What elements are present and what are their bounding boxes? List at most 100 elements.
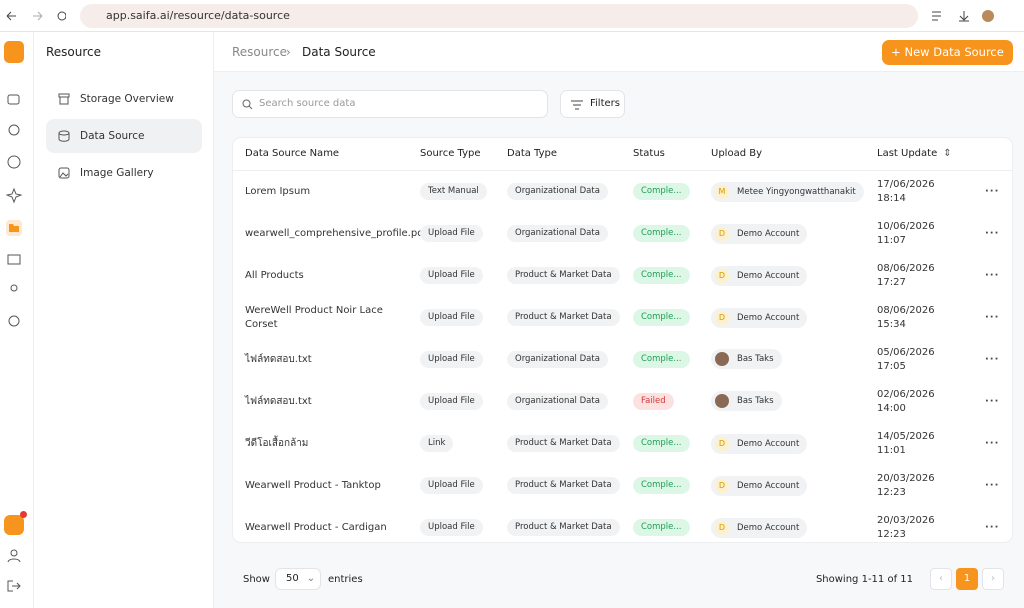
- status-pill: Comple...: [633, 435, 690, 452]
- cell: D Demo Account: [699, 213, 865, 255]
- table-row[interactable]: ไฟล์ทดสอบ.txt Upload File Organizational D…: [233, 339, 1012, 381]
- column-header: Data Source Name: [233, 138, 408, 171]
- row-menu[interactable]: ···: [985, 311, 1000, 323]
- uploader: Bas Taks: [711, 390, 782, 411]
- assistant-button[interactable]: [4, 515, 24, 535]
- avatar: D: [715, 520, 729, 535]
- search-input[interactable]: Search source data: [232, 90, 548, 118]
- cell: D Demo Account: [699, 423, 865, 465]
- cell: Comple...: [621, 507, 699, 543]
- column-header: Status: [621, 138, 699, 171]
- uploader: D Demo Account: [711, 433, 808, 454]
- cell: Comple...: [621, 213, 699, 255]
- uploader-name: Demo Account: [737, 228, 800, 239]
- filters-button[interactable]: Filters: [560, 90, 625, 118]
- row-menu[interactable]: ···: [985, 269, 1000, 281]
- table-row[interactable]: wearwell_comprehensive_profile.pdf Upload…: [233, 213, 1012, 255]
- last-update: 05/06/2026 17:05: [877, 346, 935, 372]
- cell: Upload File: [408, 255, 495, 297]
- source-type-pill: Text Manual: [420, 183, 487, 200]
- table-row[interactable]: Wearwell Product - Tanktop Upload File Pro…: [233, 465, 1012, 507]
- table-row[interactable]: ไฟล์ทดสอบ.txt Upload File Organizational D…: [233, 381, 1012, 423]
- cell: D Demo Account: [699, 465, 865, 507]
- table-row[interactable]: Lorem Ipsum Text Manual Organizational Dat…: [233, 170, 1012, 213]
- cell: Comple...: [621, 170, 699, 213]
- next-page[interactable]: ›: [982, 568, 1004, 590]
- data-type-pill: Organizational Data: [507, 351, 608, 368]
- sidebar-title: Resource: [46, 45, 102, 59]
- table-row[interactable]: All Products Upload File Product & Market …: [233, 255, 1012, 297]
- nav-label: Data Source: [80, 130, 145, 142]
- prev-page[interactable]: ‹: [930, 568, 952, 590]
- cell: Comple...: [621, 339, 699, 381]
- row-menu[interactable]: ···: [985, 395, 1000, 407]
- uploader: D Demo Account: [711, 307, 808, 328]
- rail-icons[interactable]: [6, 92, 22, 332]
- avatar: D: [715, 310, 729, 325]
- row-menu[interactable]: ···: [985, 185, 1000, 197]
- logo[interactable]: [4, 41, 24, 63]
- row-menu[interactable]: ···: [985, 227, 1000, 239]
- table-row[interactable]: WereWell Product Noir Lace Corset Upload …: [233, 297, 1012, 339]
- last-update: 20/03/2026 12:23: [877, 514, 935, 540]
- showing-label: Showing 1-11 of 11: [815, 574, 913, 585]
- page-size-select[interactable]: 50 ⌄: [275, 568, 321, 590]
- source-type-pill: Upload File: [420, 351, 483, 368]
- row-menu[interactable]: ···: [985, 479, 1000, 491]
- source-type-pill: Upload File: [420, 519, 483, 536]
- row-menu[interactable]: ···: [985, 437, 1000, 449]
- source-name: All Products: [245, 269, 304, 281]
- notification-dot: [20, 511, 27, 518]
- column-header[interactable]: Last Update ⇕: [865, 138, 973, 171]
- account-icons[interactable]: [7, 549, 21, 593]
- cell: Comple...: [621, 297, 699, 339]
- url-bar[interactable]: app.saifa.ai/resource/data-source: [80, 4, 918, 28]
- data-type-pill: Product & Market Data: [507, 435, 620, 452]
- actions-header: [973, 138, 1012, 171]
- data-type-pill: Product & Market Data: [507, 519, 620, 536]
- filters-label: Filters: [590, 98, 620, 109]
- data-type-pill: Organizational Data: [507, 393, 608, 410]
- header: Resource › Data Source + New Data Source: [214, 32, 1024, 72]
- uploader: D Demo Account: [711, 265, 808, 286]
- data-type-pill: Organizational Data: [507, 225, 608, 242]
- avatar: D: [715, 436, 729, 451]
- nav-label: Image Gallery: [80, 167, 154, 179]
- cell: Upload File: [408, 339, 495, 381]
- source-type-pill: Upload File: [420, 267, 483, 284]
- row-menu[interactable]: ···: [985, 521, 1000, 533]
- new-button[interactable]: + New Data Source: [882, 40, 1013, 65]
- nav-icons[interactable]: [6, 10, 66, 22]
- row-menu[interactable]: ···: [985, 353, 1000, 365]
- breadcrumb[interactable]: Resource: [232, 45, 288, 59]
- table-row[interactable]: วีดีโอเสื้อกล้าม Link Product & Market Dat…: [233, 423, 1012, 465]
- nav-item[interactable]: Storage Overview: [46, 82, 202, 116]
- sort-icon: ⇕: [943, 148, 952, 160]
- nav-item[interactable]: Image Gallery: [46, 156, 202, 190]
- cell: Comple...: [621, 465, 699, 507]
- source-name: ไฟล์ทดสอบ.txt: [245, 353, 312, 365]
- avatar: M: [715, 184, 729, 199]
- data-type-pill: Organizational Data: [507, 183, 608, 200]
- browser-icons[interactable]: [930, 9, 1000, 23]
- page-button[interactable]: 1: [956, 568, 978, 590]
- nav-icon: [58, 167, 70, 179]
- cell: Comple...: [621, 255, 699, 297]
- breadcrumb: Data Source: [302, 45, 376, 59]
- table-body: Lorem Ipsum Text Manual Organizational Dat…: [233, 170, 1012, 543]
- nav-label: Storage Overview: [80, 93, 174, 105]
- chevron: ⌄: [306, 573, 316, 584]
- uploader-name: Metee Yingyongwatthanakit: [737, 186, 856, 197]
- cell: Organizational Data: [495, 339, 621, 381]
- uploader: D Demo Account: [711, 223, 808, 244]
- cell: D Demo Account: [699, 297, 865, 339]
- source-type-pill: Upload File: [420, 225, 483, 242]
- table-row[interactable]: Wearwell Product - Cardigan Upload File Pr…: [233, 507, 1012, 543]
- cell: Link: [408, 423, 495, 465]
- cell: D Demo Account: [699, 507, 865, 543]
- cell: Failed: [621, 381, 699, 423]
- table-footer: Show 50 ⌄ entries Showing 1-11 of 11 ‹ 1 …: [232, 559, 1013, 599]
- source-name: wearwell_comprehensive_profile.pdf: [245, 227, 428, 239]
- nav-item[interactable]: Data Source: [46, 119, 202, 153]
